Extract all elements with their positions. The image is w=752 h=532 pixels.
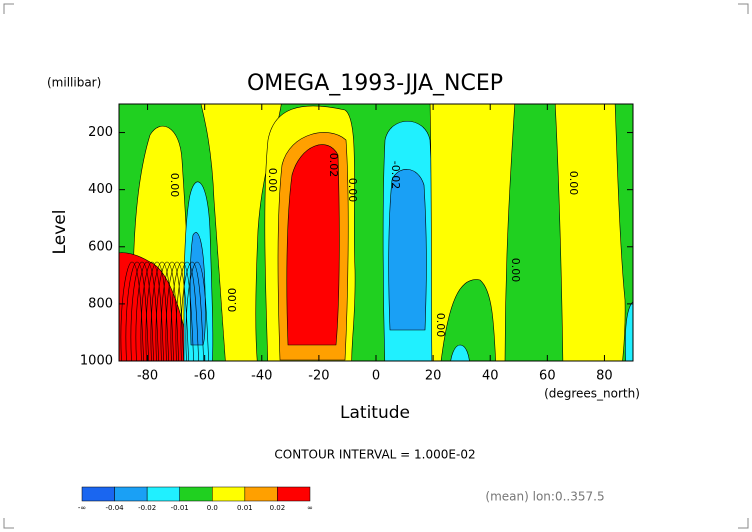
contour-label: 0.00 [509, 258, 522, 283]
contour-interval: CONTOUR INTERVAL = 1.000E-02 [274, 448, 475, 462]
y-tick-label: 200 [88, 125, 113, 140]
contour-fill [119, 104, 633, 361]
x-axis-label: Latitude [340, 403, 410, 423]
colorbar-label: 0.01 [237, 504, 253, 512]
colorbar-label: -0.04 [106, 504, 125, 512]
x-tick-label: 60 [539, 369, 556, 384]
y-tick-label: 800 [88, 296, 113, 311]
contour-band [429, 104, 516, 361]
colorbar-swatch [277, 486, 311, 502]
x-tick-label: -40 [251, 369, 272, 384]
x-tick-label: -20 [308, 369, 329, 384]
y-unit: (millibar) [47, 76, 101, 90]
contour-label: -0.02 [389, 161, 402, 189]
contour-band [200, 104, 282, 361]
colorbar-label: -0.01 [171, 504, 189, 512]
colorbar-label: -0.02 [138, 504, 156, 512]
contour-label: 0.00 [266, 168, 279, 193]
colorbar-label: -∞ [78, 504, 86, 512]
x-tick-label: 80 [596, 369, 613, 384]
contour-band [450, 344, 470, 361]
x-tick-label: 20 [425, 369, 442, 384]
y-tick-label: 400 [88, 182, 113, 197]
colorbar-swatch [146, 486, 180, 502]
y-axis-label: Level [50, 210, 70, 255]
contour-line [135, 261, 159, 361]
contour-band [388, 169, 427, 331]
colorbar-swatch [179, 486, 213, 502]
colorbar-swatch [81, 486, 115, 502]
contour-line [185, 261, 209, 361]
contour-line [150, 261, 174, 361]
contour-line [130, 261, 154, 361]
colorbar-label: ∞ [307, 504, 313, 512]
x-tick-label: -80 [137, 369, 158, 384]
x-tick-label: -60 [194, 369, 215, 384]
contour-label: 0.02 [327, 153, 340, 178]
contour-line [165, 261, 189, 361]
contour-line [125, 261, 149, 361]
contour-band [286, 144, 340, 346]
contour-label: 0.00 [346, 178, 359, 203]
contour-label: 0.00 [567, 171, 580, 196]
x-unit: (degrees_north) [544, 387, 640, 401]
contour-line [120, 261, 144, 361]
contour-band [554, 104, 626, 361]
colorbar-swatch [114, 486, 148, 502]
contour-line [175, 261, 199, 361]
y-tick-label: 600 [88, 239, 113, 254]
y-tick-label: 1000 [80, 354, 113, 369]
contour-line [140, 261, 164, 361]
corner-marks [3, 3, 749, 529]
contour-line [155, 261, 179, 361]
chart-title: OMEGA_1993-JJA_NCEP [247, 71, 503, 96]
contour-label: 0.00 [226, 288, 239, 313]
colorbar-label: 0.02 [270, 504, 286, 512]
footer-note: (mean) lon:0..357.5 [485, 490, 604, 504]
x-tick-label: 40 [482, 369, 499, 384]
contour-line [160, 261, 184, 361]
contour-line [170, 261, 194, 361]
contour-label: 0.00 [168, 173, 181, 198]
colorbar-label: 0.0 [207, 504, 218, 512]
colorbar-swatch [212, 486, 246, 502]
contour-line [145, 261, 169, 361]
contour-band [624, 301, 633, 361]
contour-label: 0.00 [434, 313, 447, 338]
x-tick-label: 0 [372, 369, 380, 384]
colorbar-swatch [244, 486, 278, 502]
contour-line [180, 261, 204, 361]
